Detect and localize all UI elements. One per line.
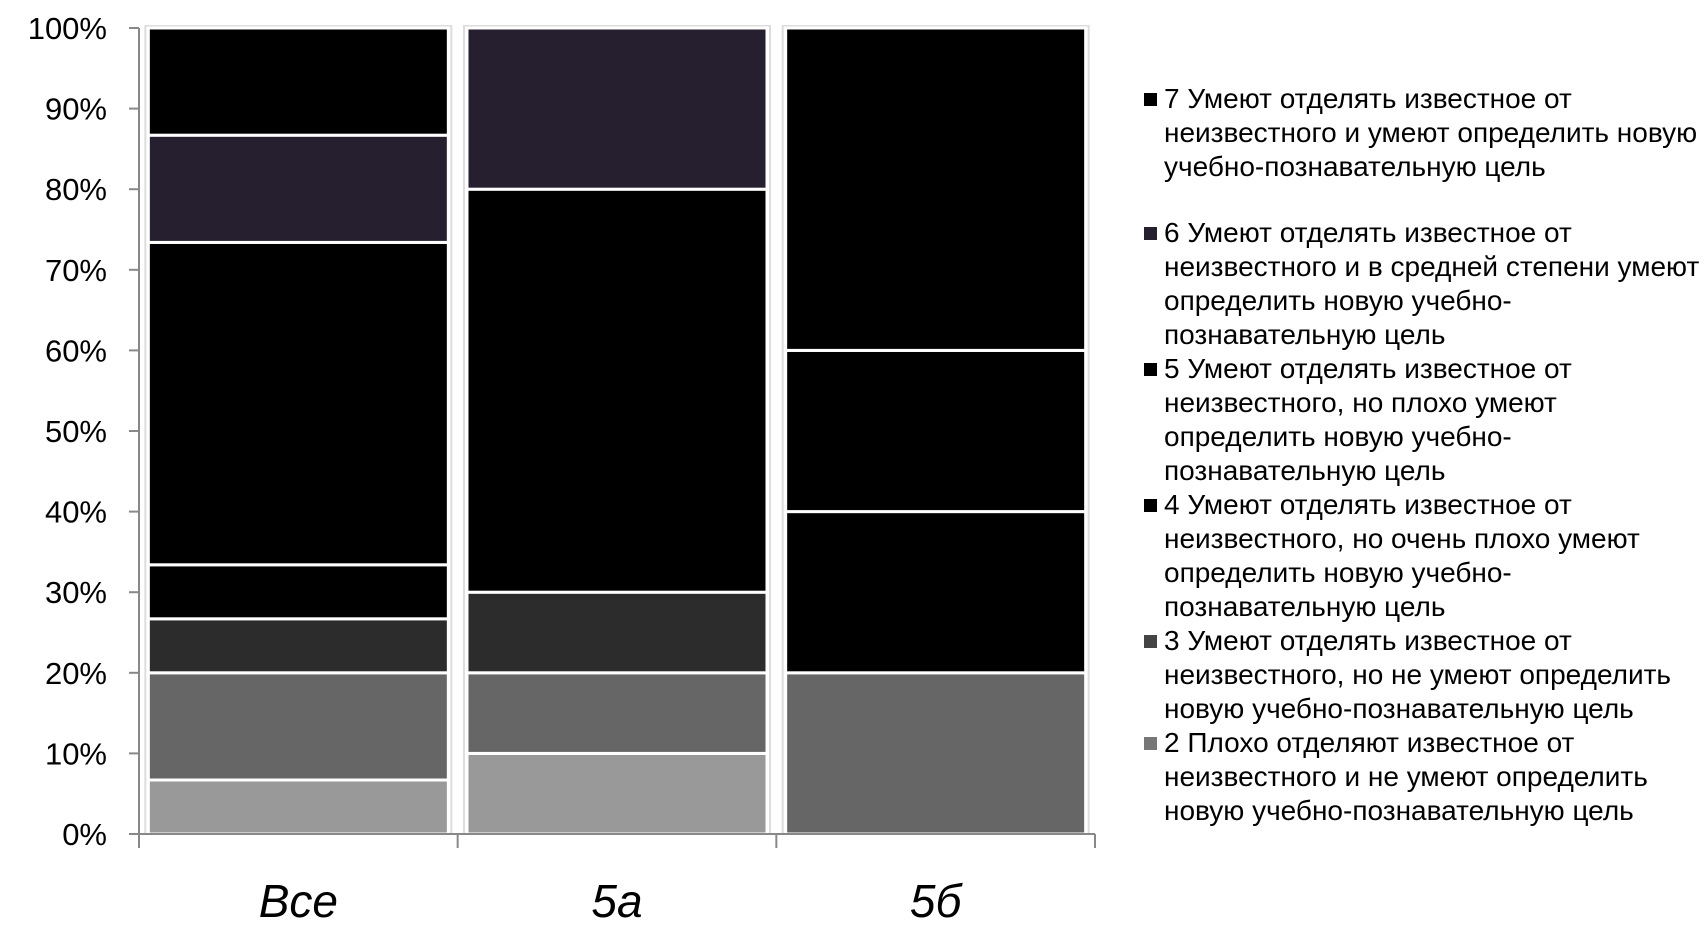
legend-swatch	[1144, 363, 1157, 376]
legend-label: 5 Умеют отделять известное от неизвестно…	[1164, 353, 1572, 486]
stacked-bar-chart: 0% 10% 20% 30% 40% 50% 60% 70% 80% 90% 100% Все 5а 5б	[28, 11, 1096, 927]
bar-segment	[784, 671, 1088, 836]
bar-segment	[465, 671, 769, 755]
legend: 7 Умеют отделять известное от неизвестно…	[1140, 82, 1700, 828]
bar-segment	[465, 187, 769, 594]
bar-segment	[146, 26, 450, 137]
legend-label: 7 Умеют отделять известное от неизвестно…	[1164, 83, 1698, 182]
legend-swatch	[1144, 737, 1157, 750]
chart-area: 0% 10% 20% 30% 40% 50% 60% 70% 80% 90% 100% Все 5а 5б	[28, 11, 1096, 927]
bar-segment	[465, 751, 769, 836]
axes-group: 0% 10% 20% 30% 40% 50% 60% 70% 80% 90% 100% Все 5а 5б	[28, 11, 1096, 927]
bar-segment	[146, 617, 450, 675]
legend-label: 6 Умеют отделять известное от неизвестно…	[1164, 217, 1700, 350]
legend-swatch	[1144, 499, 1157, 512]
category-label: 5а	[591, 875, 642, 927]
legend-label: 2 Плохо отделяют известное от неизвестно…	[1164, 727, 1648, 826]
y-tick-label: 10%	[45, 736, 107, 771]
bar-segment	[146, 563, 450, 621]
bar-segment	[465, 26, 769, 191]
y-tick-label: 30%	[45, 575, 107, 610]
bar-segment	[784, 348, 1088, 514]
legend-swatch	[1144, 635, 1157, 648]
legend-item: 3 Умеют отделять известное от неизвестно…	[1140, 624, 1700, 726]
y-tick-label: 20%	[45, 656, 107, 691]
y-tick-label: 60%	[45, 333, 107, 368]
y-tick-label: 50%	[45, 414, 107, 449]
bar-segment	[146, 133, 450, 244]
legend-label: 4 Умеют отделять известное от неизвестно…	[1164, 489, 1640, 622]
bar-segment	[465, 590, 769, 675]
category-label: Все	[259, 875, 338, 927]
y-tick-label: 80%	[45, 172, 107, 207]
bar-segment	[784, 26, 1088, 352]
y-tick-label: 90%	[45, 92, 107, 127]
legend-item: 5 Умеют отделять известное от неизвестно…	[1140, 352, 1700, 488]
bar-segment	[146, 778, 450, 836]
y-tick-label: 100%	[28, 11, 107, 46]
legend-item: 7 Умеют отделять известное от неизвестно…	[1140, 82, 1700, 184]
bars-group	[144, 25, 1090, 836]
legend-item: 6 Умеют отделять известное от неизвестно…	[1140, 216, 1700, 352]
legend-swatch	[1144, 227, 1157, 240]
legend-item: 2 Плохо отделяют известное от неизвестно…	[1140, 726, 1700, 828]
y-tick-label: 0%	[62, 817, 107, 852]
bar-segment	[146, 671, 450, 782]
category-label: 5б	[910, 875, 964, 927]
legend-label: 3 Умеют отделять известное от неизвестно…	[1164, 625, 1671, 724]
bar-segment	[784, 510, 1088, 675]
bar-segment	[146, 240, 450, 567]
legend-item: 4 Умеют отделять известное от неизвестно…	[1140, 488, 1700, 624]
y-tick-label: 70%	[45, 253, 107, 288]
legend-swatch	[1144, 93, 1157, 106]
y-tick-label: 40%	[45, 495, 107, 530]
